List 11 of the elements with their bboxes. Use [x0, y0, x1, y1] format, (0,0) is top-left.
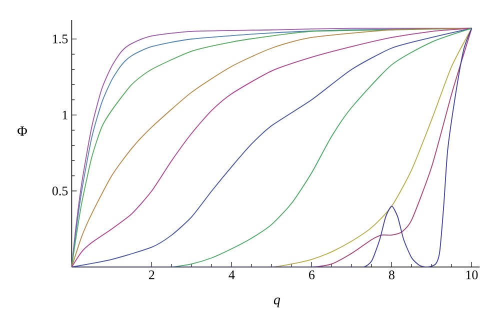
y-tick-label: 1 — [62, 110, 68, 120]
y-tick-label: 1.5 — [53, 34, 68, 44]
line-series — [72, 28, 472, 267]
x-axis-title: q — [274, 298, 280, 308]
x-tick-label: 10 — [466, 270, 478, 280]
x-tick-label: 4 — [228, 270, 235, 280]
y-tick-label: 0.5 — [52, 186, 68, 196]
x-tick-label: 6 — [309, 270, 315, 280]
x-tick-label: 2 — [149, 270, 154, 280]
y-axis-title: Φ — [18, 126, 27, 136]
x-tick-label: 8 — [388, 270, 394, 280]
